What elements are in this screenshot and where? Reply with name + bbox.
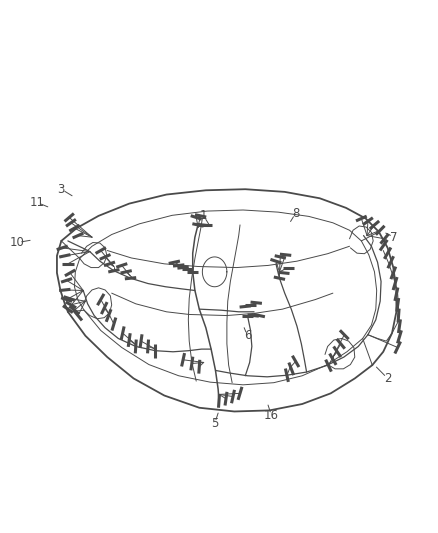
Text: 6: 6 [244, 329, 251, 342]
Text: 7: 7 [390, 231, 398, 244]
Text: 1: 1 [200, 209, 208, 222]
Text: 2: 2 [384, 372, 392, 385]
Text: 8: 8 [292, 207, 299, 220]
Text: 11: 11 [30, 196, 45, 209]
Text: 5: 5 [211, 417, 218, 430]
Text: 3: 3 [58, 183, 65, 196]
Text: 16: 16 [264, 409, 279, 422]
Text: 10: 10 [10, 236, 25, 249]
